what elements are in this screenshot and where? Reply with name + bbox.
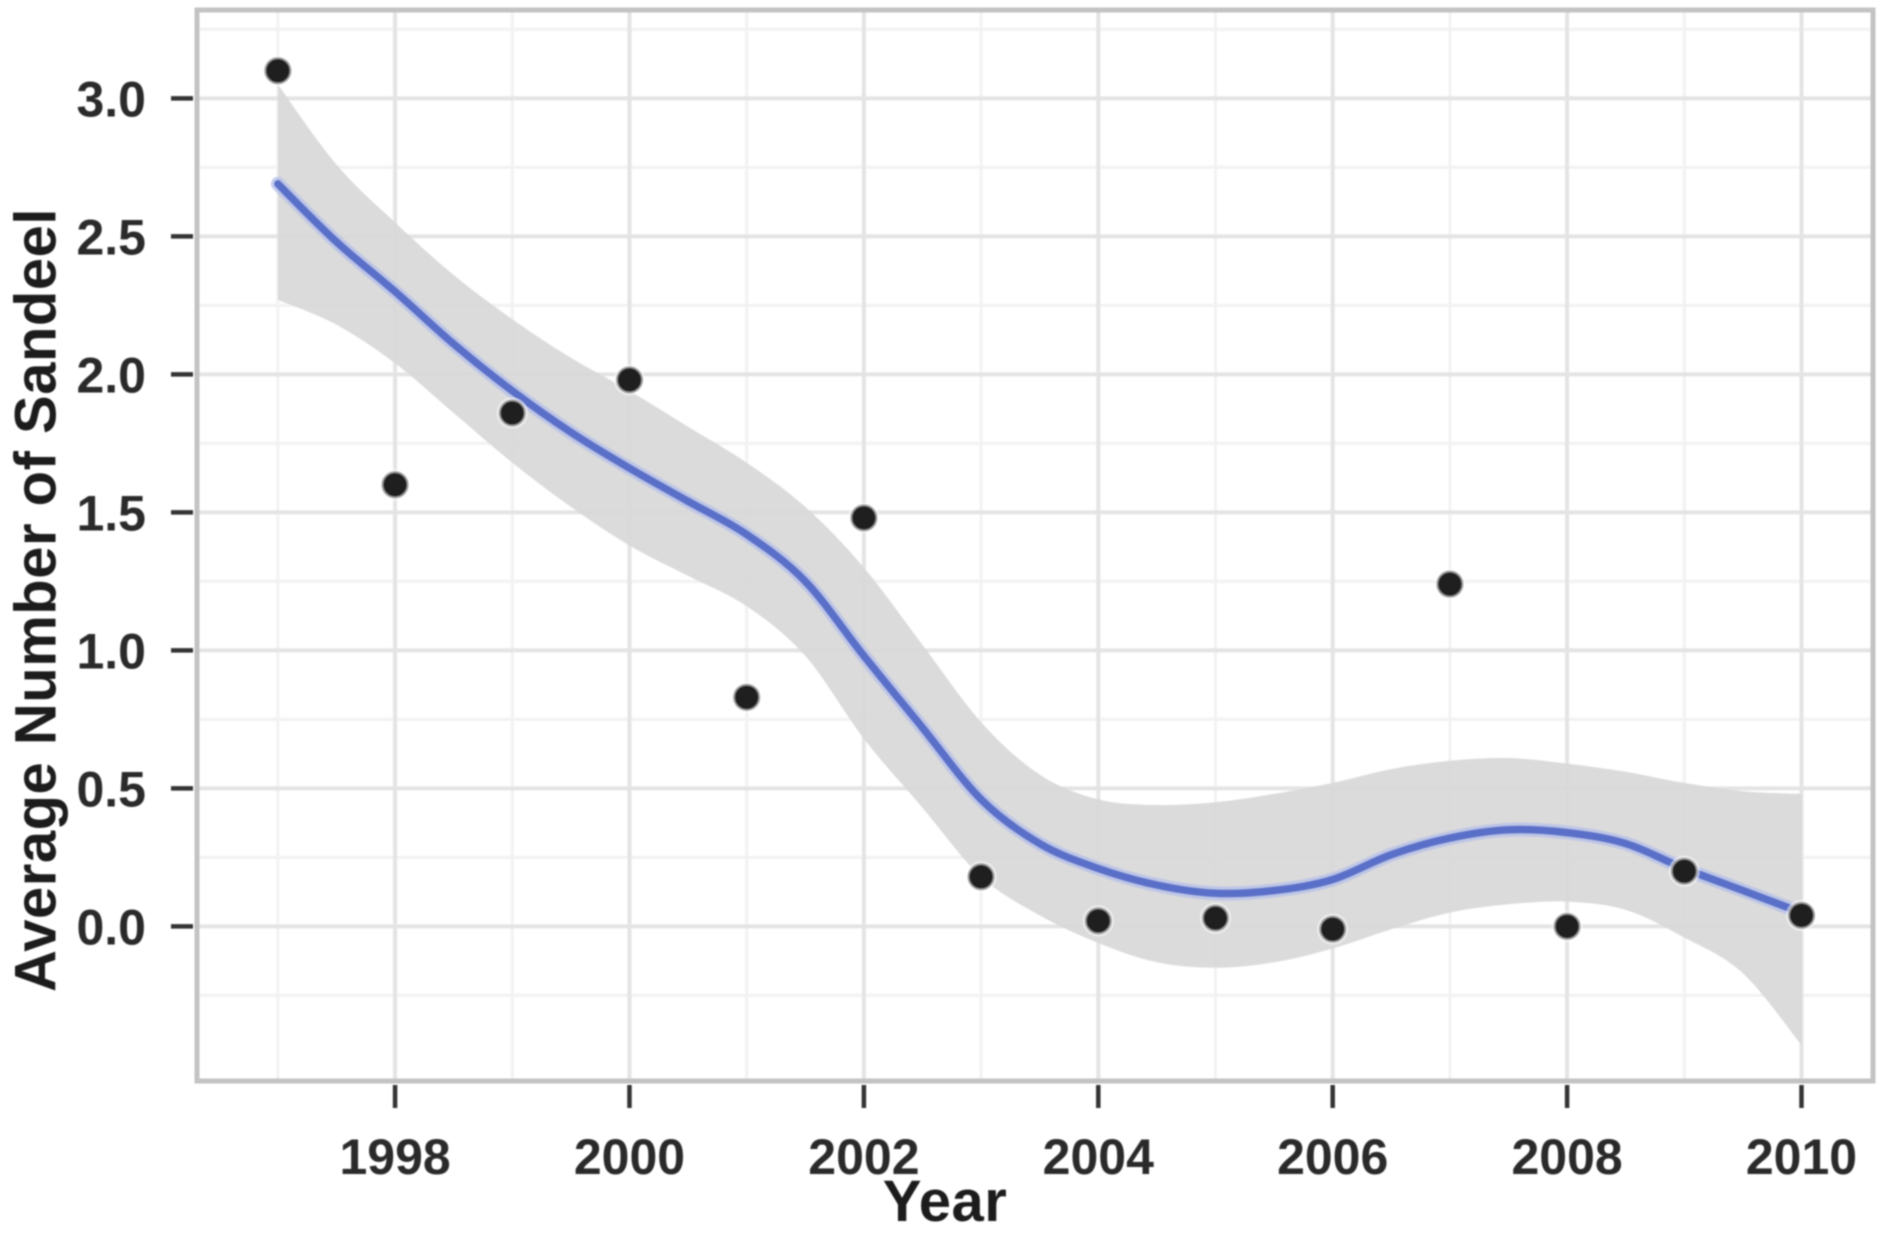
data-point xyxy=(1317,913,1349,945)
y-tick-label: 0.0 xyxy=(76,899,146,955)
y-tick-label: 2.0 xyxy=(76,347,146,403)
data-point xyxy=(1082,905,1114,937)
x-tick-label: 2004 xyxy=(1043,1129,1154,1185)
panel-border xyxy=(194,7,1876,1084)
data-point xyxy=(848,502,880,534)
data-point xyxy=(1668,855,1700,887)
x-tick-label: 2006 xyxy=(1277,1129,1388,1185)
x-tick-label: 2000 xyxy=(574,1129,685,1185)
data-point xyxy=(1786,899,1818,931)
data-point xyxy=(1199,902,1231,934)
data-point xyxy=(613,364,645,396)
x-axis-title: Year xyxy=(882,1169,1008,1234)
x-tick-label: 1998 xyxy=(339,1129,450,1185)
panel-background xyxy=(197,10,1873,1081)
data-point xyxy=(1551,910,1583,942)
data-point xyxy=(965,861,997,893)
y-axis-title: Average Number of Sandeel xyxy=(3,208,69,992)
y-tick-label: 3.0 xyxy=(76,71,146,127)
x-tick-label: 2008 xyxy=(1511,1129,1622,1185)
x-tick-label: 2002 xyxy=(808,1129,919,1185)
y-tick-label: 0.5 xyxy=(76,761,146,817)
y-tick-label: 1.0 xyxy=(76,623,146,679)
data-point xyxy=(496,397,528,429)
data-point xyxy=(1434,568,1466,600)
y-tick-label: 2.5 xyxy=(76,209,146,265)
confidence-ribbon xyxy=(277,84,1802,1046)
data-point xyxy=(262,55,294,87)
y-tick-label: 1.5 xyxy=(76,485,146,541)
smooth-line xyxy=(274,180,1806,917)
x-tick-label: 2010 xyxy=(1746,1129,1857,1185)
data-point xyxy=(731,681,763,713)
data-point xyxy=(379,469,411,501)
